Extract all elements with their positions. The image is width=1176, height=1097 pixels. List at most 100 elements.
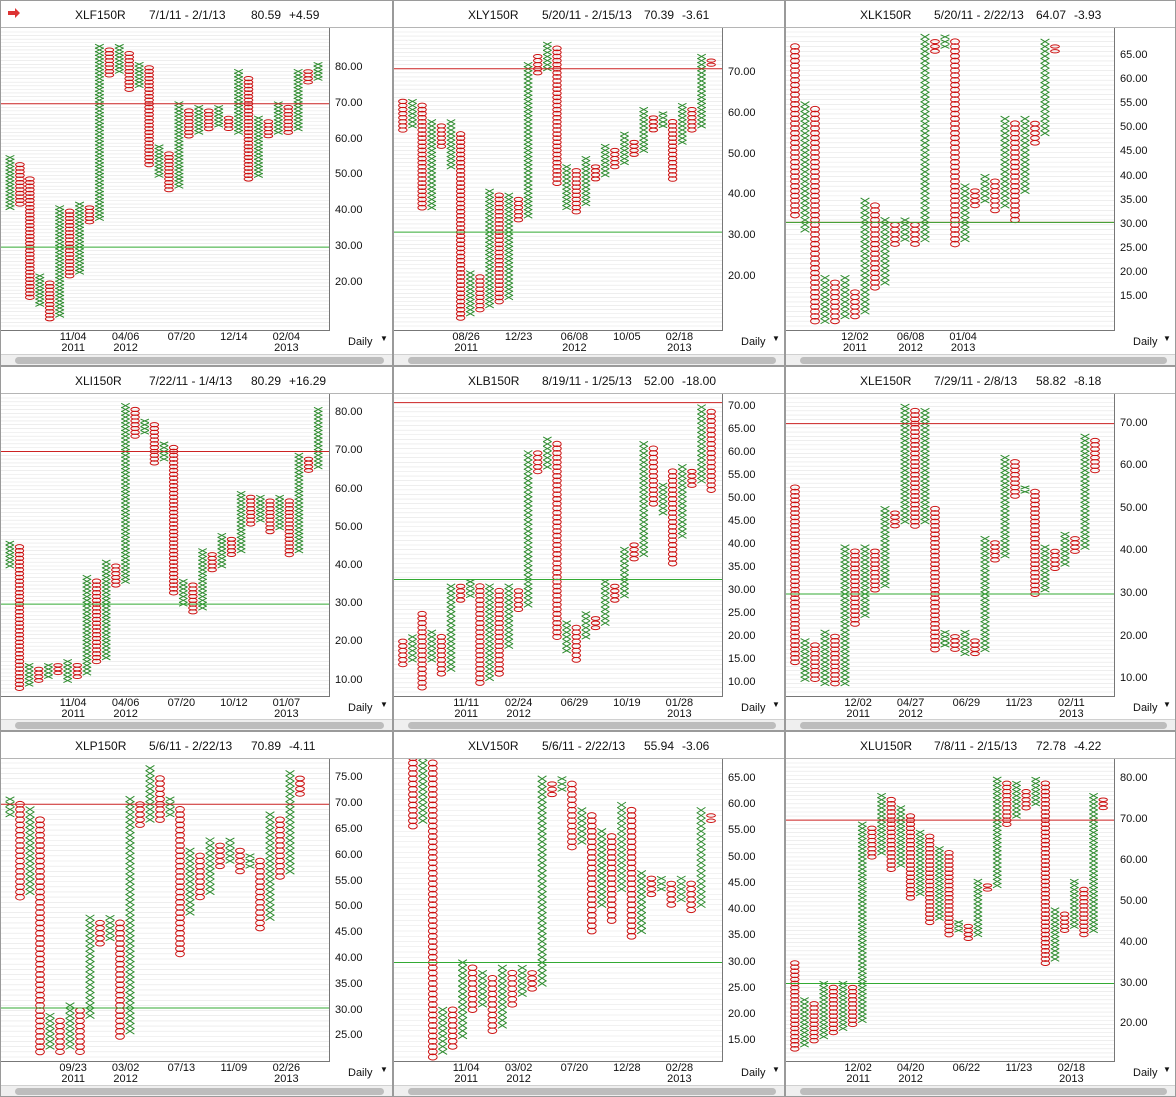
y-tick-label: 40.00 <box>1120 935 1148 948</box>
horizontal-scrollbar[interactable] <box>394 1085 784 1096</box>
o-column <box>53 663 63 676</box>
o-column <box>303 456 314 473</box>
o-column <box>1059 911 1070 933</box>
x-tick-label: 06/29 <box>561 698 589 709</box>
timeframe-dropdown-icon[interactable]: ▼ <box>380 334 388 343</box>
y-tick-label: 35.00 <box>728 929 756 942</box>
scrollbar-thumb[interactable] <box>15 722 384 729</box>
timeframe-dropdown-icon[interactable]: ▼ <box>772 1065 780 1074</box>
timeframe-label[interactable]: Daily <box>741 702 766 714</box>
timeframe-label[interactable]: Daily <box>348 336 373 348</box>
o-column <box>527 970 538 992</box>
x-tick-date: 12/23 <box>504 331 533 343</box>
x-tick-label: 12/02 2011 <box>844 1063 872 1085</box>
o-column <box>72 662 82 680</box>
x-column <box>165 796 175 818</box>
timeframe-label[interactable]: Daily <box>741 1067 766 1079</box>
scrollbar-thumb[interactable] <box>408 1088 776 1095</box>
x-column <box>860 197 870 315</box>
o-column <box>810 642 820 683</box>
y-tick-label: 65.00 <box>728 771 756 784</box>
chart-date-range: 7/8/11 - 2/15/13 <box>934 739 1018 753</box>
x-column <box>676 875 686 903</box>
x-column <box>225 837 235 864</box>
scrollbar-thumb[interactable] <box>408 357 776 364</box>
timeframe-label[interactable]: Daily <box>348 1067 373 1079</box>
x-column <box>616 801 627 893</box>
timeframe-dropdown-icon[interactable]: ▼ <box>1163 1065 1171 1074</box>
horizontal-scrollbar[interactable] <box>394 354 784 365</box>
timeframe-dropdown-icon[interactable]: ▼ <box>380 1065 388 1074</box>
x-column <box>214 104 224 128</box>
scrollbar-thumb[interactable] <box>800 1088 1167 1095</box>
horizontal-scrollbar[interactable] <box>394 719 784 730</box>
y-tick-label: 10.00 <box>335 673 363 686</box>
scrollbar-thumb[interactable] <box>15 357 384 364</box>
chart-net-change: +4.59 <box>289 8 320 22</box>
horizontal-scrollbar[interactable] <box>786 354 1175 365</box>
x-column <box>857 821 867 1024</box>
o-column <box>828 984 839 1036</box>
timeframe-dropdown-icon[interactable]: ▼ <box>772 700 780 709</box>
o-column <box>706 813 716 823</box>
x-tick-year: 2011 <box>454 1073 478 1085</box>
x-column <box>896 805 906 868</box>
timeframe-label[interactable]: Daily <box>1133 1067 1158 1079</box>
scrollbar-thumb[interactable] <box>800 722 1167 729</box>
x-column <box>636 870 647 935</box>
y-tick-label: 20.00 <box>728 629 756 642</box>
o-column <box>1030 488 1040 597</box>
scrollbar-thumb[interactable] <box>408 722 776 729</box>
x-tick-date: 11/11 <box>453 697 480 709</box>
timeframe-label[interactable]: Daily <box>348 702 373 714</box>
chart-symbol: XLF150R <box>75 8 126 22</box>
timeframe-label[interactable]: Daily <box>1133 702 1158 714</box>
x-tick-date: 12/02 <box>844 697 872 709</box>
x-column <box>94 43 104 222</box>
x-axis: 12/02 2011 06/08 2012 01/04 2013 <box>786 332 1114 356</box>
x-tick-date: 10/05 <box>613 331 641 343</box>
x-column <box>233 68 244 135</box>
x-column <box>427 119 437 211</box>
timeframe-label[interactable]: Daily <box>741 336 766 348</box>
x-tick-date: 07/20 <box>167 331 196 343</box>
timeframe-dropdown-icon[interactable]: ▼ <box>1163 334 1171 343</box>
y-tick-label: 65.00 <box>1120 49 1148 62</box>
y-tick-label: 55.00 <box>335 874 363 887</box>
x-column <box>465 270 475 317</box>
x-column <box>236 490 246 554</box>
arrow-right-icon[interactable] <box>7 7 21 19</box>
y-tick-label: 80.00 <box>335 406 363 419</box>
x-column <box>74 201 85 275</box>
y-tick-label: 30.00 <box>335 597 363 610</box>
x-column <box>820 629 830 687</box>
o-column <box>1010 120 1020 224</box>
x-tick-label: 02/26 2013 <box>273 1063 301 1085</box>
o-column <box>115 919 125 1040</box>
horizontal-scrollbar[interactable] <box>786 1085 1175 1096</box>
o-column <box>64 208 75 279</box>
timeframe-label[interactable]: Daily <box>1133 336 1158 348</box>
o-column <box>436 633 447 677</box>
x-axis: 11/04 2011 03/02 2012 07/20 12/28 02/28 2013 <box>394 1063 722 1087</box>
scrollbar-thumb[interactable] <box>800 357 1167 364</box>
horizontal-scrollbar[interactable] <box>1 719 392 730</box>
x-column <box>504 583 514 650</box>
pnf-plot-area <box>1 28 330 331</box>
pnf-chart-svg <box>394 397 722 693</box>
horizontal-scrollbar[interactable] <box>786 719 1175 730</box>
timeframe-dropdown-icon[interactable]: ▼ <box>772 334 780 343</box>
timeframe-dropdown-icon[interactable]: ▼ <box>1163 700 1171 709</box>
x-tick-date: 08/26 <box>452 331 480 343</box>
timeframe-dropdown-icon[interactable]: ▼ <box>380 700 388 709</box>
horizontal-scrollbar[interactable] <box>1 1085 392 1096</box>
x-column <box>1012 780 1021 819</box>
o-column <box>870 548 880 593</box>
x-column <box>1060 531 1070 567</box>
y-tick-label: 70.00 <box>728 400 756 413</box>
horizontal-scrollbar[interactable] <box>1 354 392 365</box>
scrollbar-thumb[interactable] <box>15 1088 384 1095</box>
o-column <box>226 536 237 557</box>
o-column <box>646 875 657 898</box>
x-tick-year: 2013 <box>274 708 299 720</box>
